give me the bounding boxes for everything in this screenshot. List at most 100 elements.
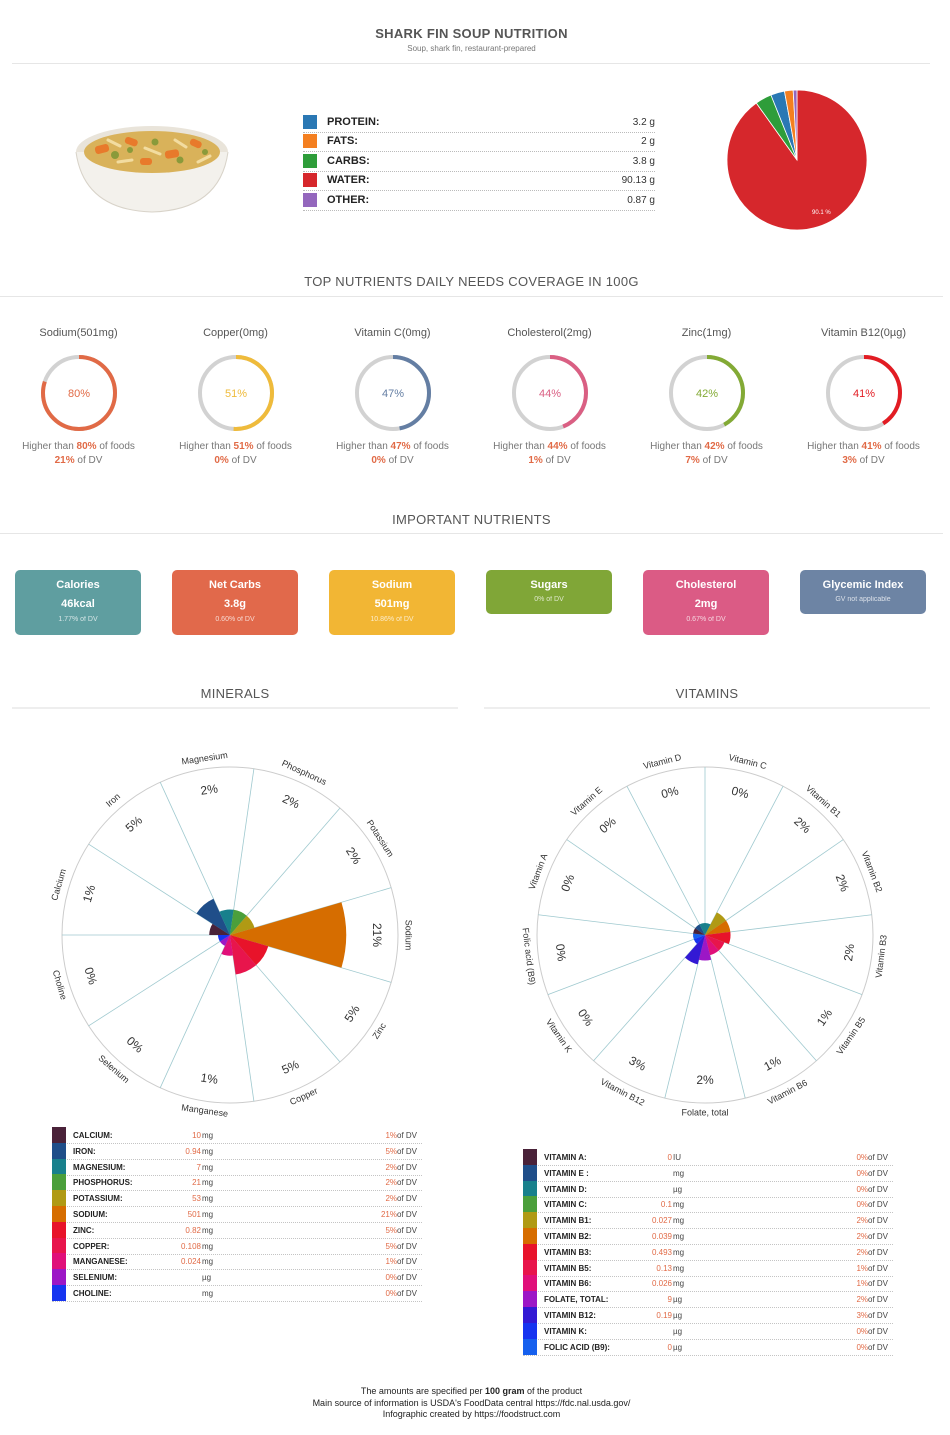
nutrient-dv-label: of DV — [397, 1289, 418, 1298]
chart-spoke — [538, 914, 706, 936]
chart-sector — [221, 935, 233, 956]
row-swatch — [52, 1206, 66, 1222]
coverage-ring: Copper(0mg) 51% Higher than 51% of foods 0%… — [157, 327, 314, 466]
nutrient-dv-percent: 1% — [385, 1257, 397, 1267]
chart-category-label: Manganese — [181, 1102, 229, 1119]
ring-text: of DV — [385, 455, 414, 466]
row-swatch — [523, 1307, 537, 1323]
chart-spoke — [547, 934, 706, 995]
chart-value-label: 0% — [660, 783, 681, 801]
footer-line-2: Main source of information is USDA's Foo… — [312, 1398, 631, 1408]
ring-dv-percent: 0% — [371, 455, 386, 466]
row-swatch — [523, 1164, 537, 1181]
nutrient-unit: mg — [673, 1232, 685, 1241]
nutrient-name: COPPER: — [73, 1241, 110, 1251]
nutrient-dv-percent: 0% — [856, 1342, 868, 1352]
nutrient-unit: IU — [673, 1153, 681, 1162]
vitamins-polar-chart: 0%Vitamin C2%Vitamin B12% Vitamin B22% Vit… — [520, 752, 888, 1117]
macro-row: CARBS: 3.8 g — [303, 153, 655, 172]
macro-value: 2 g — [641, 136, 655, 148]
ring-percent: 51% — [224, 388, 246, 400]
card-title: Calories — [56, 579, 100, 591]
ring-dv-line: 7% of DV — [628, 455, 785, 466]
nutrient-name: MANGANESE: — [73, 1257, 128, 1267]
chart-spoke — [704, 786, 784, 936]
nutrient-amount: 21 — [192, 1178, 201, 1188]
ring-gauge: 51% — [197, 355, 274, 431]
coverage-title: TOP NUTRIENTS DAILY NEEDS COVERAGE IN 10… — [304, 274, 639, 289]
row-swatch — [52, 1190, 66, 1207]
nutrient-name: VITAMIN K: — [544, 1326, 587, 1336]
vitamins-title: VITAMINS — [675, 686, 739, 701]
nutrient-dv-label: of DV — [868, 1311, 889, 1320]
row-swatch — [52, 1269, 66, 1286]
chart-category-label: Iron — [104, 791, 122, 809]
chart-spoke — [704, 934, 817, 1062]
chart-sector — [705, 935, 719, 956]
nutrient-dv-label: of DV — [868, 1342, 889, 1352]
nutrient-name: ZINC: — [73, 1225, 95, 1235]
macro-label: FATS: — [327, 135, 358, 148]
row-swatch — [523, 1259, 537, 1276]
chart-sector — [693, 928, 705, 935]
ring-title: Sodium(501mg) — [39, 327, 118, 339]
row-swatch — [523, 1291, 537, 1308]
nutrient-dv-label: of DV — [868, 1216, 889, 1226]
nutrient-dv-label: of DV — [397, 1225, 418, 1235]
pie-data-label: 90.1 % — [812, 210, 831, 216]
ring-title: Cholesterol(2mg) — [507, 327, 592, 339]
ring-percent: 44% — [538, 388, 560, 400]
nutrient-dv-label: of DV — [397, 1194, 418, 1204]
ring-foods-percent: 47% — [390, 441, 411, 452]
row-swatch — [52, 1142, 66, 1159]
nutrient-name: VITAMIN B6: — [544, 1279, 592, 1289]
nutrient-unit: µg — [673, 1295, 683, 1305]
nutrient-unit: mg — [202, 1146, 214, 1156]
nutrient-amount: 0.1 — [660, 1200, 672, 1210]
card-title: Cholesterol — [675, 579, 737, 591]
ring-gauge: 80% — [40, 355, 117, 431]
chart-sector — [705, 923, 711, 935]
nutrient-dv-label: of DV — [397, 1241, 418, 1251]
row-swatch — [523, 1322, 537, 1339]
nutrient-dv-percent: 0% — [856, 1184, 868, 1194]
nutrient-row: SODIUM: 501 mg 21% of DV — [52, 1206, 422, 1223]
macro-value: 0.87 g — [627, 194, 655, 206]
nutrient-unit: µg — [673, 1184, 683, 1194]
row-swatch — [52, 1174, 66, 1191]
nutrient-dv-percent: 2% — [385, 1162, 397, 1172]
nutrient-amount: 0.108 — [180, 1241, 201, 1251]
chart-value-label: 2% — [841, 943, 857, 962]
chart-sector — [218, 935, 230, 942]
nutrient-row: VITAMIN B5: 0.13 mg 1% of DV — [523, 1259, 893, 1277]
footer-line-3: Infographic created by https://foodstruc… — [382, 1409, 561, 1419]
card-subtext: GV not applicable — [835, 596, 891, 603]
chart-category-label: Calcium — [49, 868, 68, 902]
divider — [12, 63, 930, 64]
card-value: 46kcal — [61, 598, 95, 610]
divider — [12, 707, 458, 709]
coverage-ring: Cholesterol(2mg) 44% Higher than 44% of fo… — [471, 327, 628, 466]
nutrient-row: COPPER: 0.108 mg 5% of DV — [52, 1237, 422, 1255]
ring-title: Copper(0mg) — [203, 327, 268, 339]
chart-spoke — [593, 934, 706, 1062]
nutrient-unit: mg — [673, 1200, 685, 1210]
chart-spoke — [88, 934, 231, 1027]
ring-text: of foods — [96, 441, 135, 452]
nutrient-name: VITAMIN D: — [544, 1184, 587, 1194]
ring-text: Higher than — [807, 441, 862, 452]
ring-text: of DV — [542, 455, 571, 466]
nutrient-name: CALCIUM: — [73, 1131, 113, 1140]
nutrient-name: FOLIC ACID (B9): — [544, 1342, 610, 1352]
nutrient-row: VITAMIN A: 0 IU 0% of DV — [523, 1149, 893, 1166]
chart-sector — [699, 923, 705, 935]
nutrient-dv-label: of DV — [868, 1168, 889, 1178]
chart-spoke — [229, 934, 255, 1102]
row-swatch — [523, 1275, 537, 1292]
nutrient-row: FOLIC ACID (B9): 0 µg 0% of DV — [523, 1338, 893, 1356]
chart-sector — [705, 920, 731, 935]
nutrient-row: PHOSPHORUS: 21 mg 2% of DV — [52, 1174, 422, 1192]
nutrient-name: IRON: — [73, 1146, 96, 1156]
chart-value-label: 21% — [370, 923, 384, 947]
ring-percent: 42% — [695, 388, 717, 400]
